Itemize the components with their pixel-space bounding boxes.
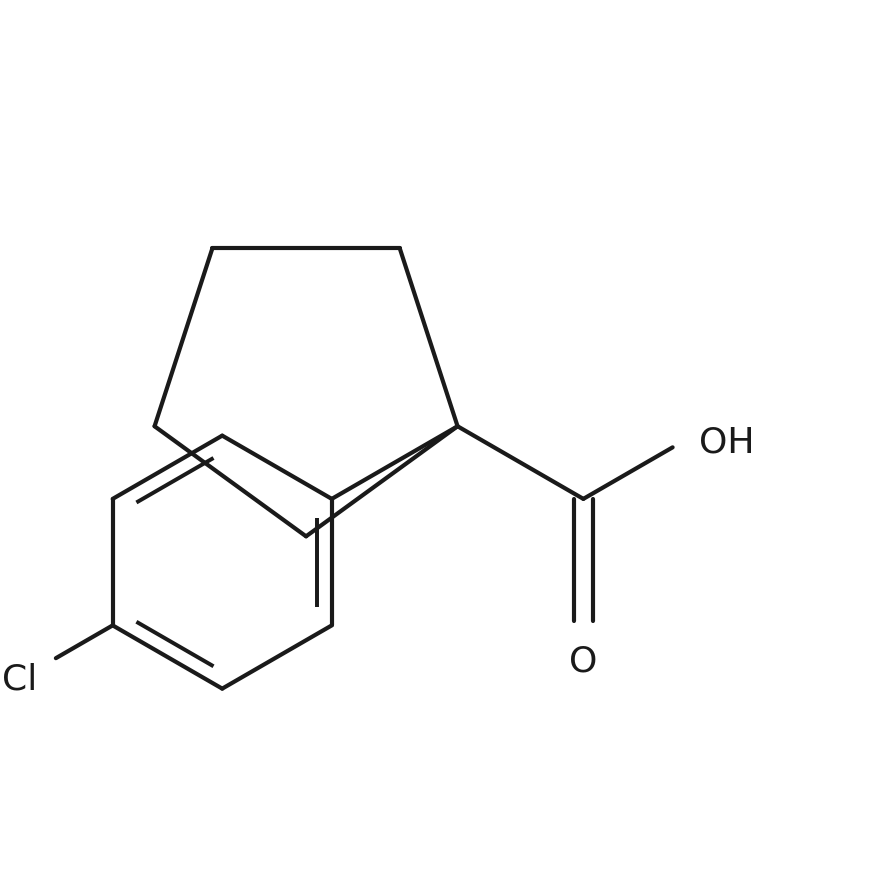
Text: Cl: Cl: [2, 662, 37, 696]
Text: OH: OH: [699, 425, 755, 459]
Text: O: O: [570, 644, 597, 678]
